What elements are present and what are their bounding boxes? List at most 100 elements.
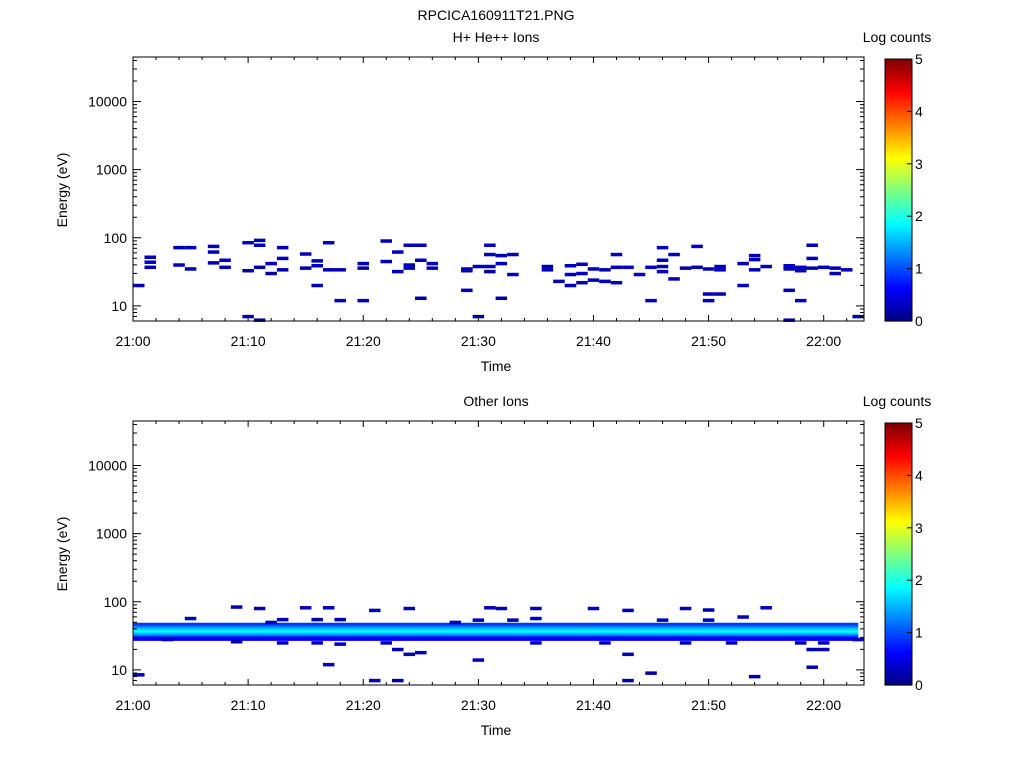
colorbar-segment xyxy=(885,486,912,490)
colorbar-segment xyxy=(885,658,912,662)
colorbar-segment xyxy=(885,72,912,75)
colorbar-segment xyxy=(885,150,912,154)
data-cell xyxy=(656,258,669,262)
data-cell xyxy=(702,608,715,612)
data-cell xyxy=(322,662,335,667)
colorbar-segment xyxy=(885,310,912,313)
colorbar-segment xyxy=(885,137,912,141)
colorbar-segment xyxy=(885,238,912,241)
panel-top-ylabel: Energy (eV) xyxy=(54,153,70,228)
colorbar-segment xyxy=(885,301,912,305)
data-cell xyxy=(484,606,496,610)
data-cell xyxy=(587,267,600,271)
colorbar-segment xyxy=(885,562,912,566)
data-cell xyxy=(265,271,277,276)
colorbar-segment xyxy=(885,89,912,93)
colorbar-segment xyxy=(885,98,912,102)
colorbar-segment xyxy=(885,109,912,112)
colorbar-segment xyxy=(885,665,912,669)
colorbar-segment xyxy=(885,610,912,614)
data-cell xyxy=(760,264,772,269)
data-cell xyxy=(794,265,807,270)
colorbar-segment xyxy=(885,647,912,651)
data-cell xyxy=(265,620,277,625)
data-cell xyxy=(242,240,254,245)
colorbar-segment xyxy=(885,503,912,507)
colorbar-segment xyxy=(885,233,912,237)
colorbar-segment xyxy=(885,641,912,645)
colorbar-segment xyxy=(885,628,912,632)
data-cell xyxy=(461,288,473,293)
data-cell xyxy=(253,238,266,243)
colorbar-segment xyxy=(885,146,912,150)
colorbar-segment xyxy=(885,198,912,202)
colorbar-segment xyxy=(885,501,912,505)
colorbar-segment xyxy=(885,676,912,680)
colorbar-segment xyxy=(885,429,912,433)
colorbar-segment xyxy=(885,543,912,546)
colorbar-segment xyxy=(885,643,912,647)
data-cell xyxy=(806,665,818,669)
colorbar-segment xyxy=(885,444,912,448)
colorbar-segment xyxy=(885,529,912,533)
data-cell xyxy=(392,647,404,652)
colorbar-segment xyxy=(885,294,912,298)
data-cell xyxy=(564,272,577,277)
colorbar-tick-label: 2 xyxy=(915,208,923,224)
colorbar-segment xyxy=(885,615,912,618)
colorbar-segment xyxy=(885,262,912,265)
colorbar-segment xyxy=(885,674,912,677)
data-cell xyxy=(829,266,841,270)
colorbar-segment xyxy=(885,558,912,562)
data-cell xyxy=(599,279,611,284)
data-cell xyxy=(691,265,703,270)
colorbar-segment xyxy=(885,519,912,522)
data-cell xyxy=(852,314,864,319)
data-cell xyxy=(184,245,197,250)
colorbar-segment xyxy=(885,573,912,577)
colorbar-segment xyxy=(885,277,912,281)
data-cell xyxy=(806,647,818,652)
colorbar-segment xyxy=(885,102,912,106)
colorbar-segment xyxy=(885,457,912,461)
data-cell xyxy=(403,266,416,270)
figure-title: RPCICA160911T21.PNG xyxy=(418,7,575,23)
colorbar-segment xyxy=(885,545,912,549)
panel-bottom-colorbar-label: Log counts xyxy=(863,393,932,409)
colorbar-segment xyxy=(885,521,912,525)
data-cell xyxy=(783,264,795,268)
data-cell xyxy=(472,658,485,662)
y-tick-label: 100 xyxy=(104,594,128,610)
data-cell xyxy=(622,265,634,270)
colorbar-segment xyxy=(885,597,912,601)
panel-bottom-colorbar: 0 1 2 3 4 5 xyxy=(884,415,923,693)
colorbar-segment xyxy=(885,115,912,119)
data-cell xyxy=(610,280,623,285)
x-tick-label: 21:20 xyxy=(346,333,381,349)
colorbar-segment xyxy=(885,510,912,514)
data-cell xyxy=(748,253,761,258)
data-cell xyxy=(403,606,416,611)
colorbar-tick-label: 0 xyxy=(915,313,923,329)
y-tick-label: 10 xyxy=(111,298,127,314)
x-tick-label: 21:30 xyxy=(461,333,496,349)
colorbar-segment xyxy=(885,423,912,426)
colorbar-segment xyxy=(885,128,912,132)
colorbar-tick-label: 4 xyxy=(915,103,923,119)
colorbar-segment xyxy=(885,551,912,555)
data-cell xyxy=(714,292,726,296)
colorbar-segment xyxy=(885,107,912,110)
colorbar-segment xyxy=(885,527,912,531)
panel-top-xlabel: Time xyxy=(481,358,512,374)
colorbar-segment xyxy=(885,556,912,559)
data-cell xyxy=(161,637,174,642)
colorbar-segment xyxy=(885,632,912,636)
data-cell xyxy=(622,608,634,613)
x-tick-label: 21:50 xyxy=(691,697,726,713)
colorbar-segment xyxy=(885,433,912,437)
data-cell xyxy=(668,277,680,281)
data-cell xyxy=(656,269,669,274)
colorbar-segment xyxy=(885,207,912,211)
colorbar-segment xyxy=(885,235,912,239)
colorbar-segment xyxy=(885,639,912,642)
